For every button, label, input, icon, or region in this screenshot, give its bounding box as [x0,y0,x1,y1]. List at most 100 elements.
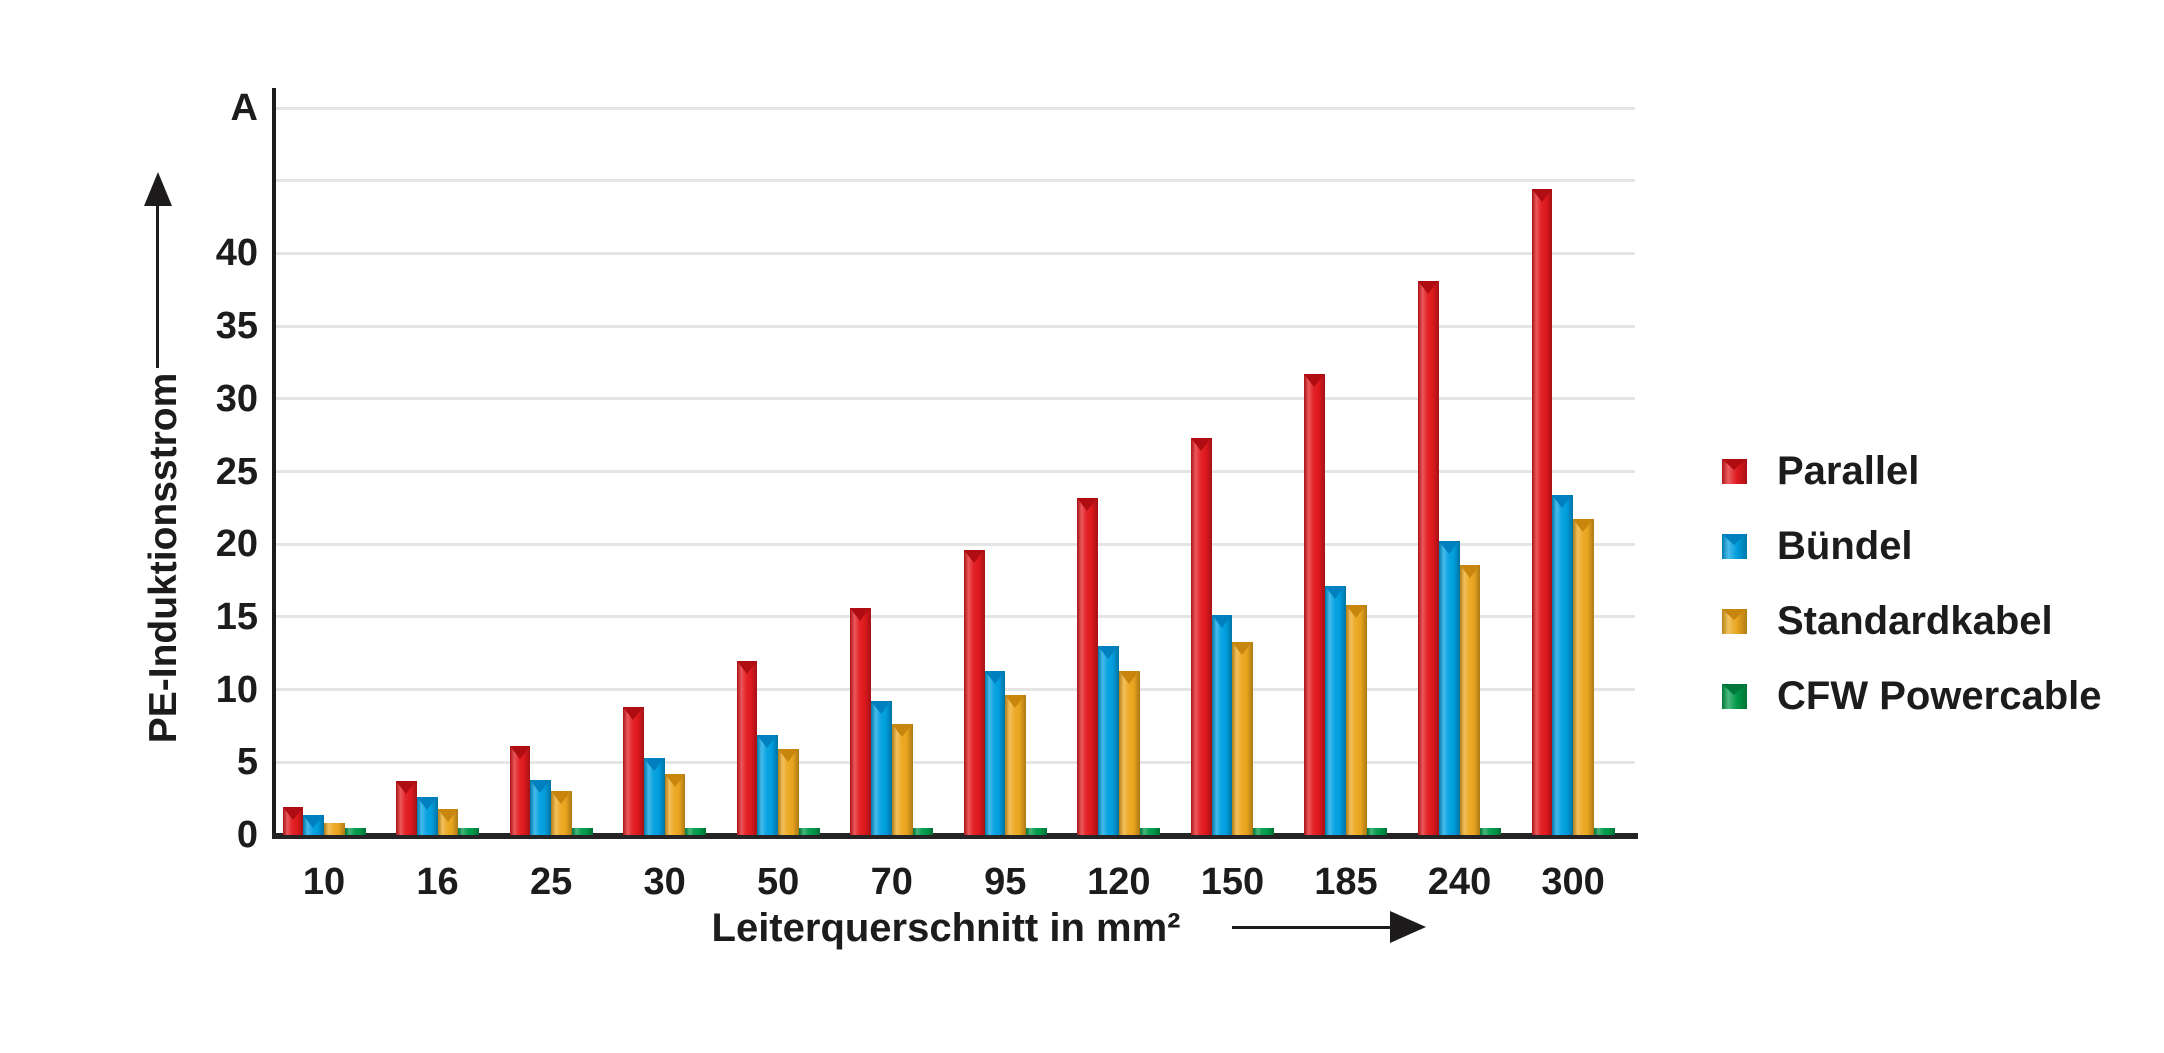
bar-top-notch [963,550,984,564]
x-tick-label-16: 16 [416,861,459,903]
x-tick-label-10: 10 [302,861,346,903]
bar-standardkabel-300 [1573,519,1594,835]
x-axis-arrow-icon [1232,926,1390,929]
bar-bündel-185 [1325,586,1346,835]
bar-bündel-240 [1438,541,1460,835]
bar-top-notch [984,670,1005,684]
legend-swatch-icon [1722,683,1747,709]
legend-label: Standardkabel [1777,599,2053,643]
bar-parallel-120 [1077,497,1099,835]
bar-parallel-25 [509,746,531,835]
legend-item-standardkabel: Standardkabel [1722,597,2162,645]
bar-top-notch [1077,497,1098,511]
bar-parallel-150 [1190,438,1212,835]
bar-cfw-powercable-240 [1480,827,1501,835]
bar-parallel-50 [736,660,758,835]
bar-standardkabel-16 [437,808,459,835]
x-tick-label-240: 240 [1427,861,1492,903]
x-axis-title: Leiterquerschnitt in mm² [711,906,1181,950]
x-tick-label-150: 150 [1200,861,1265,903]
bar-parallel-30 [623,707,644,835]
x-tick-label-50: 50 [757,861,800,903]
legend-label: CFW Powercable [1777,674,2102,718]
legend-item-cfw-powercable: CFW Powercable [1722,672,2162,720]
bar-standardkabel-50 [778,749,799,835]
bar-top-notch [891,724,912,738]
x-tick-label-70: 70 [870,861,913,903]
bar-bündel-150 [1211,615,1233,835]
bar-standardkabel-185 [1345,605,1367,835]
bar-standardkabel-25 [551,791,572,835]
bar-bündel-10 [303,814,324,835]
y-tick-label-20: 20 [215,523,258,566]
bar-standardkabel-70 [891,724,913,835]
y-axis-line [272,88,276,838]
y-axis-unit-label: A [230,87,258,129]
bar-cfw-powercable-70 [912,827,934,835]
bar-parallel-16 [396,781,417,835]
x-tick-label-95: 95 [984,861,1027,903]
bar-standardkabel-10 [324,823,345,835]
bar-bündel-300 [1552,494,1574,835]
x-axis-line [272,833,1638,839]
gridline-35 [276,324,1635,328]
gridline-45 [276,179,1635,183]
y-tick-label-35: 35 [215,305,258,348]
legend-swatch-icon [1722,608,1747,634]
y-axis-arrow-head-icon [144,172,172,206]
bar-top-notch [623,707,644,721]
bar-cfw-powercable-185 [1366,827,1388,835]
y-tick-label-40: 40 [215,232,258,275]
legend-swatch-icon [1722,458,1747,484]
bar-cfw-powercable-120 [1139,827,1161,835]
legend-swatch-notch [1722,608,1746,620]
bar-parallel-10 [282,807,304,835]
bar-bündel-50 [757,734,779,835]
bar-top-notch [1438,541,1459,555]
bar-top-notch [1211,615,1232,629]
x-tick-label-120: 120 [1087,861,1151,903]
bar-top-notch [871,701,891,715]
bar-top-notch [530,779,551,793]
x-tick-label-25: 25 [529,861,573,903]
bar-top-notch [1304,374,1325,388]
y-axis-arrow-icon [156,204,159,368]
legend-swatch-notch [1722,458,1746,470]
bar-standardkabel-240 [1459,564,1481,835]
legend-item-parallel: Parallel [1722,447,2162,495]
bar-top-notch [736,660,757,674]
bar-bündel-16 [416,797,438,835]
bar-cfw-powercable-50 [798,827,820,835]
gridline-25 [276,470,1635,473]
x-tick-label-185: 185 [1314,861,1378,903]
bar-top-notch [1118,670,1139,684]
gridline-5 [276,760,1635,764]
bar-bündel-70 [871,701,892,835]
bar-top-notch [643,757,664,771]
bar-cfw-powercable-300 [1593,827,1615,835]
bar-top-notch [778,749,799,763]
bar-standardkabel-30 [664,773,686,835]
bar-top-notch [303,814,324,828]
bar-cfw-powercable-95 [1026,827,1047,835]
bar-top-notch [282,807,303,821]
bar-bündel-30 [643,757,665,835]
bar-top-notch [850,608,871,622]
legend-swatch-notch [1722,533,1746,545]
x-tick-label-30: 30 [643,861,686,903]
bar-top-notch [1232,641,1253,655]
bar-parallel-70 [850,608,871,835]
legend-swatch-icon [1722,533,1747,559]
bar-standardkabel-150 [1232,641,1254,835]
gridline-30 [276,397,1635,401]
legend-item-bündel: Bündel [1722,522,2162,570]
bar-top-notch [664,773,685,787]
bar-parallel-300 [1531,189,1553,835]
bar-parallel-185 [1304,374,1326,835]
bar-top-notch [416,797,437,811]
y-tick-label-25: 25 [215,450,258,493]
gridline-15 [276,615,1635,619]
x-axis-arrow-head-icon [1390,911,1426,943]
bar-bündel-25 [530,779,552,835]
